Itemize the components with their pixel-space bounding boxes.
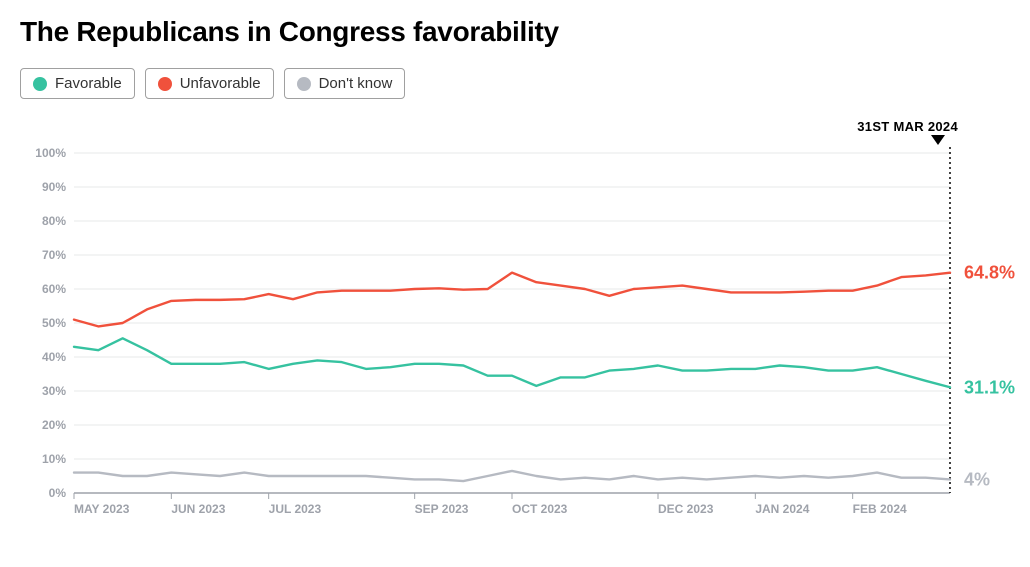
- legend-label: Don't know: [319, 75, 393, 92]
- y-tick-label: 30%: [42, 384, 66, 398]
- legend-item-don-t-know[interactable]: Don't know: [284, 68, 406, 99]
- y-tick-label: 80%: [42, 214, 66, 228]
- chart-container: 31ST MAR 2024 0%10%20%30%40%50%60%70%80%…: [28, 123, 1010, 543]
- x-tick-label: MAY 2023: [74, 502, 130, 516]
- x-tick-label: JUL 2023: [269, 502, 322, 516]
- x-tick-label: FEB 2024: [853, 502, 907, 516]
- x-tick-label: JAN 2024: [755, 502, 809, 516]
- series-end-label-favorable: 31.1%: [964, 377, 1015, 397]
- x-tick-label: OCT 2023: [512, 502, 568, 516]
- legend: Favorable Unfavorable Don't know: [20, 68, 1010, 99]
- legend-label: Favorable: [55, 75, 122, 92]
- callout-date-label: 31ST MAR 2024: [857, 119, 958, 134]
- legend-swatch-icon: [297, 77, 311, 91]
- y-tick-label: 50%: [42, 316, 66, 330]
- y-tick-label: 90%: [42, 180, 66, 194]
- series-end-label-unfavorable: 64.8%: [964, 263, 1015, 283]
- y-tick-label: 40%: [42, 350, 66, 364]
- y-tick-label: 10%: [42, 452, 66, 466]
- x-tick-label: JUN 2023: [171, 502, 225, 516]
- series-end-label-don-t-know: 4%: [964, 469, 990, 489]
- x-tick-label: DEC 2023: [658, 502, 714, 516]
- legend-swatch-icon: [33, 77, 47, 91]
- x-tick-label: SEP 2023: [415, 502, 469, 516]
- favorability-line-chart: 0% 10% 20% 30% 40% 50% 60% 70% 80% 90% 100% MAY 202…: [28, 123, 1018, 543]
- callout-arrow-icon: [931, 135, 945, 145]
- y-tick-label: 100%: [35, 146, 66, 160]
- page-title: The Republicans in Congress favorability: [20, 16, 1010, 48]
- y-tick-label: 70%: [42, 248, 66, 262]
- y-tick-label: 0%: [49, 486, 67, 500]
- legend-label: Unfavorable: [180, 75, 261, 92]
- legend-swatch-icon: [158, 77, 172, 91]
- y-tick-label: 20%: [42, 418, 66, 432]
- legend-item-favorable[interactable]: Favorable: [20, 68, 135, 99]
- y-tick-label: 60%: [42, 282, 66, 296]
- series-line-unfavorable: [74, 273, 950, 327]
- series-line-favorable: [74, 338, 950, 387]
- legend-item-unfavorable[interactable]: Unfavorable: [145, 68, 274, 99]
- series-line-don-t-know: [74, 471, 950, 481]
